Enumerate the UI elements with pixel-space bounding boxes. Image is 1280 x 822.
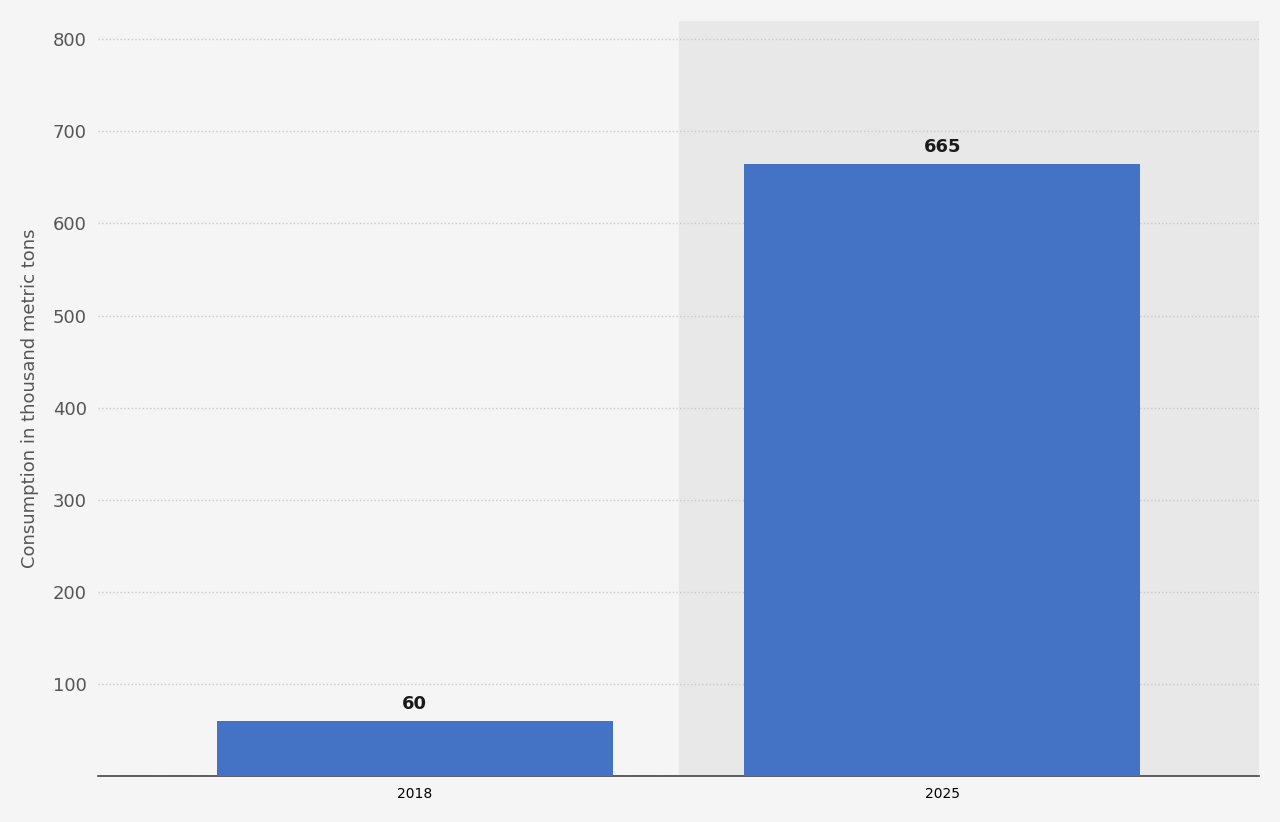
Y-axis label: Consumption in thousand metric tons: Consumption in thousand metric tons <box>20 229 38 568</box>
Bar <box>745 164 1140 776</box>
Bar <box>678 21 1280 776</box>
Text: 665: 665 <box>924 138 961 156</box>
Bar <box>216 721 613 776</box>
Text: 60: 60 <box>402 695 428 713</box>
